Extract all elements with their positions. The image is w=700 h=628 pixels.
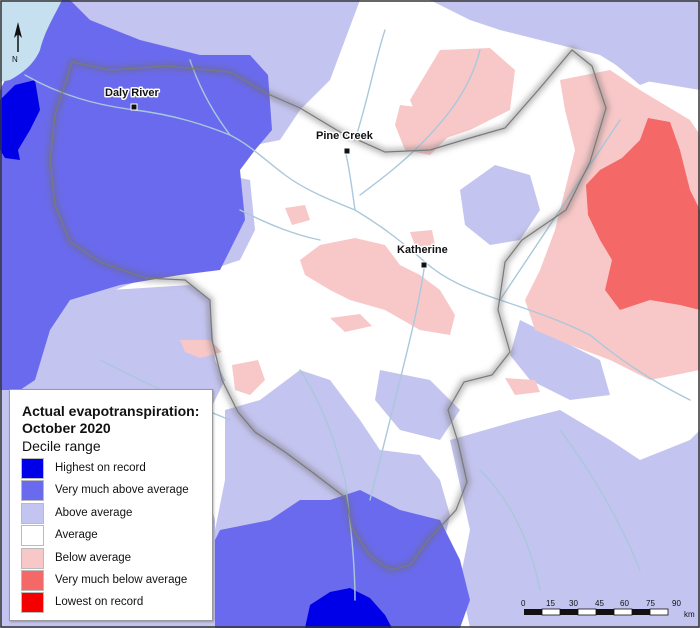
- town-marker-icon: [343, 147, 351, 155]
- catchment-boundary: [46, 45, 610, 574]
- town-label: Katherine: [397, 244, 448, 256]
- legend-label: Above average: [55, 506, 133, 519]
- scale-bar: 0 15 30 45 60 75 90 km: [521, 599, 695, 619]
- legend-swatch-above: [21, 502, 44, 524]
- legend: Actual evapotranspiration: October 2020 …: [9, 389, 213, 621]
- river-s-east-2: [479, 469, 541, 591]
- town-label: Daly River: [105, 87, 160, 99]
- below-average-small-4: [505, 378, 540, 395]
- highest-coastal-northwest: [0, 80, 40, 160]
- legend-title: Actual evapotranspiration: October 2020: [22, 403, 200, 436]
- scale-bar-seg-7: [632, 609, 650, 615]
- legend-swatch-very-much-above: [21, 480, 44, 502]
- below-average-small-6: [330, 314, 372, 332]
- above-average-east: [460, 165, 540, 245]
- north-arrow-icon: N: [12, 22, 22, 64]
- above-average-southeast: [450, 410, 700, 628]
- scale-bar-seg-3: [560, 609, 578, 615]
- scale-tick-15: 15: [546, 599, 555, 608]
- legend-subtitle: Decile range: [22, 438, 101, 454]
- scale-tick-60: 60: [620, 599, 629, 608]
- legend-label: Very much below average: [55, 573, 188, 586]
- scale-tick-90: 90: [672, 599, 681, 608]
- legend-swatch-highest: [21, 458, 44, 479]
- scale-unit: km: [684, 610, 695, 619]
- very-much-below-east: [586, 118, 700, 310]
- legend-label: Highest on record: [55, 462, 146, 474]
- river-se: [559, 429, 641, 571]
- town-daly-river: Daly River: [104, 86, 161, 111]
- river-south-1: [369, 261, 426, 501]
- town-marker-icon: [420, 261, 428, 269]
- below-average-small-1: [285, 205, 310, 225]
- scale-bar-seg-2: [541, 608, 561, 616]
- rivers: [24, 29, 691, 601]
- sea-water: [0, 0, 62, 82]
- town-katherine: Katherine: [396, 243, 449, 269]
- scale-bar-seg-6: [613, 608, 633, 616]
- river-south-2: [299, 369, 356, 601]
- above-average-ne-blob: [600, 20, 680, 85]
- river-west-trib: [239, 209, 321, 241]
- river-katherine: [354, 209, 591, 336]
- scale-bar-seg-4: [577, 608, 597, 616]
- very-much-above-south: [215, 490, 470, 628]
- very-much-above-northwest: [0, 0, 272, 390]
- legend-label: Very much above average: [55, 484, 189, 497]
- highest-south: [305, 588, 392, 628]
- town-label: Pine Creek: [316, 130, 374, 142]
- legend-label: Average: [55, 529, 98, 542]
- catchment-boundary-line: [49, 49, 607, 571]
- scale-bar-seg-5: [596, 609, 614, 615]
- legend-swatch-very-much-below: [21, 569, 44, 591]
- town-marker-icon: [130, 103, 138, 111]
- scale-bar-seg-1: [524, 609, 542, 615]
- legend-label: Below average: [55, 551, 132, 564]
- below-average-small-3: [232, 360, 265, 395]
- below-average-small-5: [410, 230, 436, 254]
- river-daly: [24, 74, 356, 211]
- legend-swatch-below: [21, 547, 44, 569]
- river-north-2: [354, 29, 386, 141]
- river-far-east: [589, 334, 691, 401]
- scale-bar-seg-8: [649, 608, 669, 616]
- below-average-pine-creek: [395, 105, 450, 155]
- town-pine-creek: Pine Creek: [315, 129, 375, 155]
- scale-tick-0: 0: [521, 599, 526, 608]
- above-average-se-band: [375, 370, 460, 440]
- north-arrow-label: N: [12, 55, 18, 64]
- legend-swatch-average: [21, 525, 44, 547]
- river-north-1: [344, 149, 356, 211]
- legend-label: Lowest on record: [55, 596, 144, 609]
- scale-tick-45: 45: [595, 599, 604, 608]
- region-highest-on-record: [0, 80, 392, 628]
- river-northeast: [359, 49, 481, 196]
- scale-tick-30: 30: [569, 599, 578, 608]
- legend-swatch-lowest: [21, 592, 44, 614]
- scale-tick-75: 75: [646, 599, 655, 608]
- region-very-much-below-average: [586, 118, 700, 310]
- north-arrow-head: [14, 22, 22, 38]
